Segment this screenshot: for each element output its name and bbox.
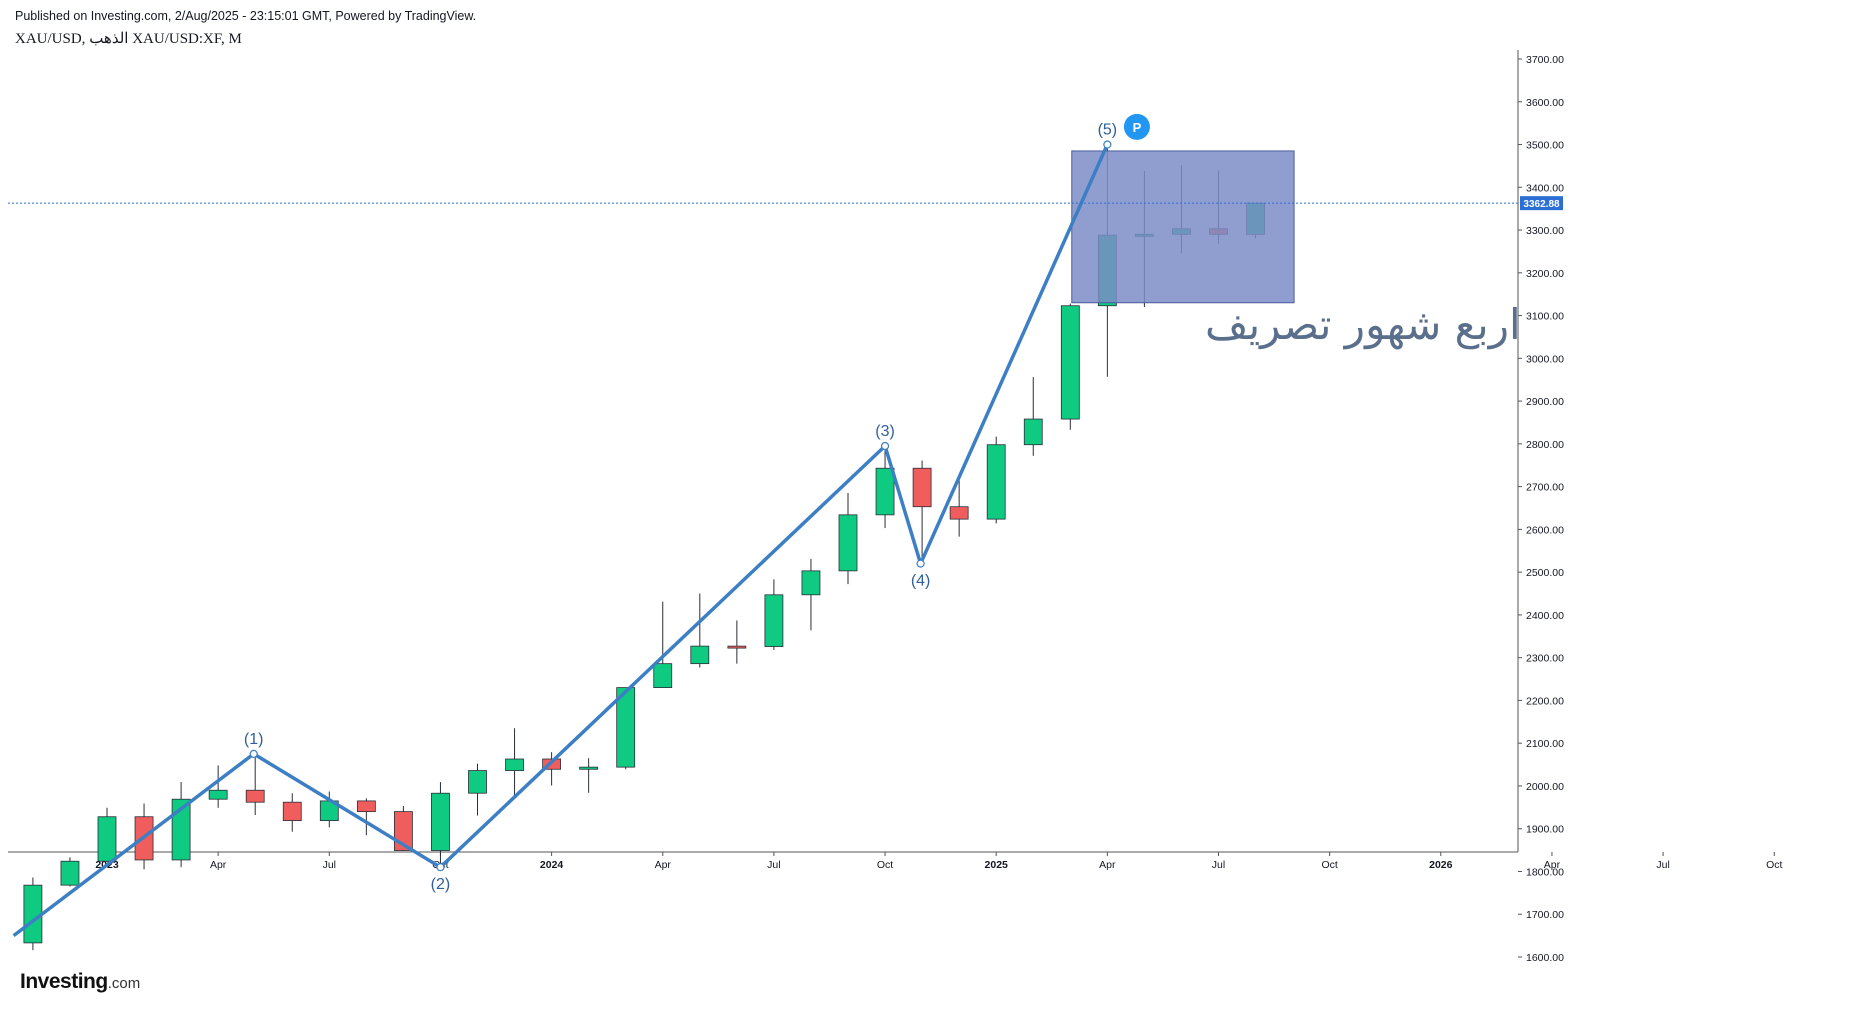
- last-price-layer: 3362.88: [8, 196, 1563, 211]
- y-tick-label: 1900.00: [1526, 824, 1564, 836]
- logo-brand: Investing: [20, 970, 108, 993]
- y-tick-label: 2400.00: [1526, 610, 1564, 622]
- candle-body: [245, 789, 265, 803]
- candle-body: [1060, 305, 1080, 420]
- y-tick-label: 2900.00: [1526, 396, 1564, 408]
- consolidation-annotation: اربع شهور تصريف: [1205, 300, 1521, 349]
- y-tick-label: 2600.00: [1526, 524, 1564, 536]
- candle-body: [23, 884, 43, 944]
- candle-body: [875, 467, 895, 516]
- y-tick-label: 3700.00: [1526, 54, 1564, 66]
- candle-body: [431, 792, 450, 851]
- candle-body: [60, 860, 80, 886]
- consolidation-box: [1071, 150, 1295, 304]
- y-tick-label: 3100.00: [1526, 311, 1564, 323]
- investing-logo: Investing.com: [20, 970, 140, 994]
- x-tick-label: Oct: [1321, 859, 1337, 871]
- wave-point: [249, 749, 258, 758]
- wave-point: [436, 863, 445, 872]
- x-tick-label: 2024: [540, 859, 564, 871]
- chart-axes: 1600.00 1700.00 1800.00 1900.00 2000.00 2100.…: [8, 50, 1782, 964]
- candle-body: [949, 506, 969, 520]
- candle-body: [912, 467, 932, 508]
- x-tick-label: Oct: [877, 859, 893, 871]
- candle-body: [282, 801, 302, 821]
- y-tick-label: 3000.00: [1526, 353, 1564, 365]
- consolidation-box-layer: [1071, 150, 1295, 304]
- candle-body: [1023, 418, 1043, 446]
- y-tick-label: 2500.00: [1526, 567, 1564, 579]
- candles-layer: [23, 144, 1265, 951]
- y-tick-label: 2800.00: [1526, 439, 1564, 451]
- pivot-marker-icon[interactable]: [1123, 113, 1150, 140]
- y-tick-label: 3500.00: [1526, 140, 1564, 152]
- candle-body: [801, 570, 821, 596]
- x-tick-label: Apr: [1099, 859, 1116, 871]
- last-price-label: 3362.88: [1523, 199, 1560, 210]
- y-tick-label: 3400.00: [1526, 182, 1564, 194]
- y-tick-label: 3600.00: [1526, 97, 1564, 109]
- y-tick-label: 2700.00: [1526, 482, 1564, 494]
- wave-label: (2): [431, 876, 451, 893]
- candle-body: [838, 514, 858, 572]
- published-info: Published on Investing.com, 2/Aug/2025 -…: [15, 9, 477, 23]
- candle-body: [986, 444, 1006, 520]
- x-tick-label: Apr: [210, 859, 227, 871]
- pivot-marker-label: P: [1133, 120, 1142, 135]
- candle-body: [579, 766, 599, 770]
- wave-point: [1103, 140, 1112, 149]
- candle-body: [616, 687, 636, 768]
- candle-body: [97, 816, 117, 862]
- wave-label: (5): [1098, 122, 1118, 139]
- wave-point: [880, 441, 890, 451]
- y-tick-label: 1600.00: [1526, 952, 1564, 964]
- candle-body: [653, 663, 673, 688]
- x-tick-label: 2026: [1429, 859, 1453, 871]
- wave-point: [916, 559, 925, 568]
- last-price-tag: [1520, 196, 1563, 211]
- elliott-wave-line: [12, 143, 1109, 938]
- y-tick-label: 1800.00: [1526, 866, 1564, 878]
- x-tick-label: Oct: [1766, 859, 1782, 871]
- x-tick-label: 2025: [985, 859, 1009, 871]
- y-tick-label: 2300.00: [1526, 653, 1564, 665]
- x-tick-label: Apr: [655, 859, 672, 871]
- candle-body: [505, 758, 524, 771]
- candle-body: [764, 594, 784, 647]
- candle-body: [356, 800, 376, 813]
- candle-body: [208, 789, 228, 800]
- logo-suffix: .com: [107, 975, 141, 992]
- candle-body: [727, 645, 747, 649]
- y-tick-label: 2000.00: [1526, 781, 1564, 793]
- wave-label: (1): [244, 731, 264, 748]
- y-tick-label: 3300.00: [1526, 225, 1564, 237]
- y-tick-label: 3200.00: [1526, 268, 1564, 280]
- elliott-wave-layer: (1) (2) (3) (4) (5) P: [12, 113, 1150, 938]
- x-tick-label: Jul: [767, 859, 780, 871]
- x-tick-label: Apr: [1544, 859, 1561, 871]
- x-tick-label: Jul: [1656, 859, 1669, 871]
- candle-body: [690, 645, 710, 665]
- y-tick-label: 2200.00: [1526, 695, 1564, 707]
- x-tick-label: Jul: [323, 859, 336, 871]
- y-tick-label: 2100.00: [1526, 738, 1564, 750]
- wave-label: (3): [875, 423, 895, 440]
- candle-body: [468, 770, 487, 794]
- y-tick-label: 1700.00: [1526, 909, 1564, 921]
- wave-label: (4): [911, 573, 931, 590]
- symbol-title: XAU/USD, الذهب XAU/USD:XF, M: [15, 31, 242, 47]
- x-tick-label: Jul: [1212, 859, 1225, 871]
